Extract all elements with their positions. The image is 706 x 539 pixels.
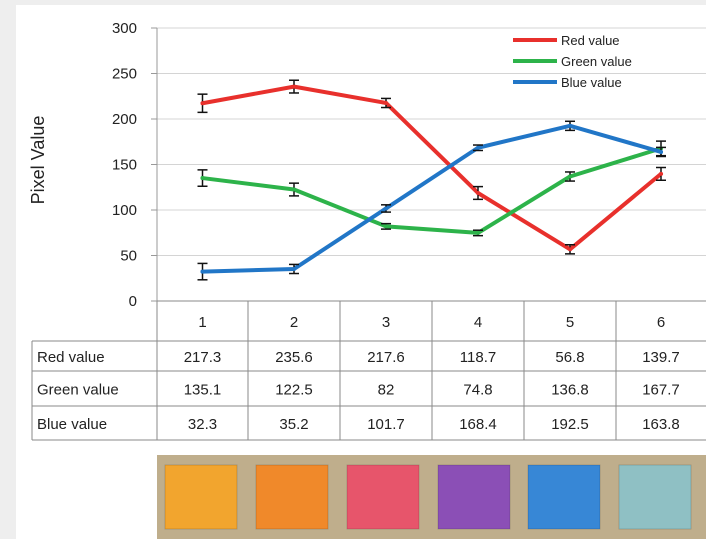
x-tick-label: 4 — [474, 314, 482, 331]
table-cell: 217.3 — [184, 349, 222, 366]
y-tick-label: 300 — [112, 20, 137, 37]
data-point — [384, 100, 388, 105]
legend-entry: Red value — [561, 33, 620, 48]
table-cell: 167.7 — [642, 382, 680, 399]
series-line — [200, 146, 663, 235]
data-point — [292, 84, 296, 89]
color-swatch — [164, 464, 238, 530]
data-point — [659, 171, 663, 176]
x-tick-label: 5 — [566, 314, 574, 331]
data-point — [476, 190, 480, 195]
data-point — [568, 174, 572, 179]
table-cell: 163.8 — [642, 416, 680, 433]
series-lines — [197, 79, 666, 281]
table-cell: 35.2 — [279, 416, 308, 433]
color-swatch — [346, 464, 420, 530]
color-swatch — [527, 464, 601, 530]
data-point — [200, 101, 205, 106]
y-tick-label: 200 — [112, 111, 137, 128]
x-tick-label: 6 — [657, 314, 665, 331]
table-cell: 135.1 — [184, 382, 222, 399]
y-tick-label: 150 — [112, 157, 137, 174]
color-swatch — [618, 464, 692, 530]
legend-entry: Blue value — [561, 75, 622, 90]
series-line — [200, 123, 663, 274]
legend: Red value Green value Blue value — [513, 33, 632, 90]
table-row-label: Blue value — [37, 416, 107, 433]
table-cell: 82 — [378, 382, 395, 399]
data-point — [476, 145, 480, 150]
y-tick-label: 250 — [112, 66, 137, 83]
table-cell: 32.3 — [188, 416, 217, 433]
table-row-label: Green value — [37, 382, 119, 399]
data-point — [384, 206, 388, 211]
y-tick-label: 100 — [112, 202, 137, 219]
x-tick-label: 2 — [290, 314, 298, 331]
table-cell: 235.6 — [275, 349, 313, 366]
table-cell: 139.7 — [642, 349, 680, 366]
x-tick-label: 3 — [382, 314, 390, 331]
legend-entry: Green value — [561, 54, 632, 69]
table-cell: 118.7 — [460, 349, 496, 366]
x-tick-label: 1 — [198, 314, 206, 331]
y-axis-label: Pixel Value — [28, 116, 48, 205]
data-point — [384, 224, 388, 229]
data-table: 1 2 3 4 5 6 Red value 217.3 235.6 217.6 118.7 56.8 1… — [31, 300, 706, 441]
y-tick-label: 50 — [120, 248, 137, 265]
swatch-background — [157, 455, 706, 539]
table-cell: 101.7 — [367, 416, 405, 433]
data-point — [568, 247, 572, 252]
table-cell: 217.6 — [367, 349, 405, 366]
color-swatch — [437, 464, 511, 530]
table-cell: 136.8 — [551, 382, 589, 399]
table-cell: 74.8 — [463, 382, 492, 399]
table-row-label: Red value — [37, 349, 105, 366]
color-swatch-strip — [157, 455, 706, 539]
data-point — [292, 187, 296, 192]
data-point — [476, 230, 480, 235]
data-point — [568, 123, 572, 128]
y-tick-label: 0 — [129, 293, 137, 310]
table-cell: 168.4 — [459, 416, 497, 433]
data-point — [200, 176, 205, 181]
data-point — [200, 269, 205, 274]
table-cell: 56.8 — [555, 349, 584, 366]
series-line — [200, 84, 663, 252]
data-point — [659, 149, 663, 154]
data-point — [292, 266, 296, 271]
table-cell: 122.5 — [275, 382, 313, 399]
color-swatch — [255, 464, 329, 530]
y-tick-labels: 0 50 100 150 200 250 300 — [112, 20, 137, 310]
table-cell: 192.5 — [551, 416, 589, 433]
chart-panel — [16, 5, 706, 539]
